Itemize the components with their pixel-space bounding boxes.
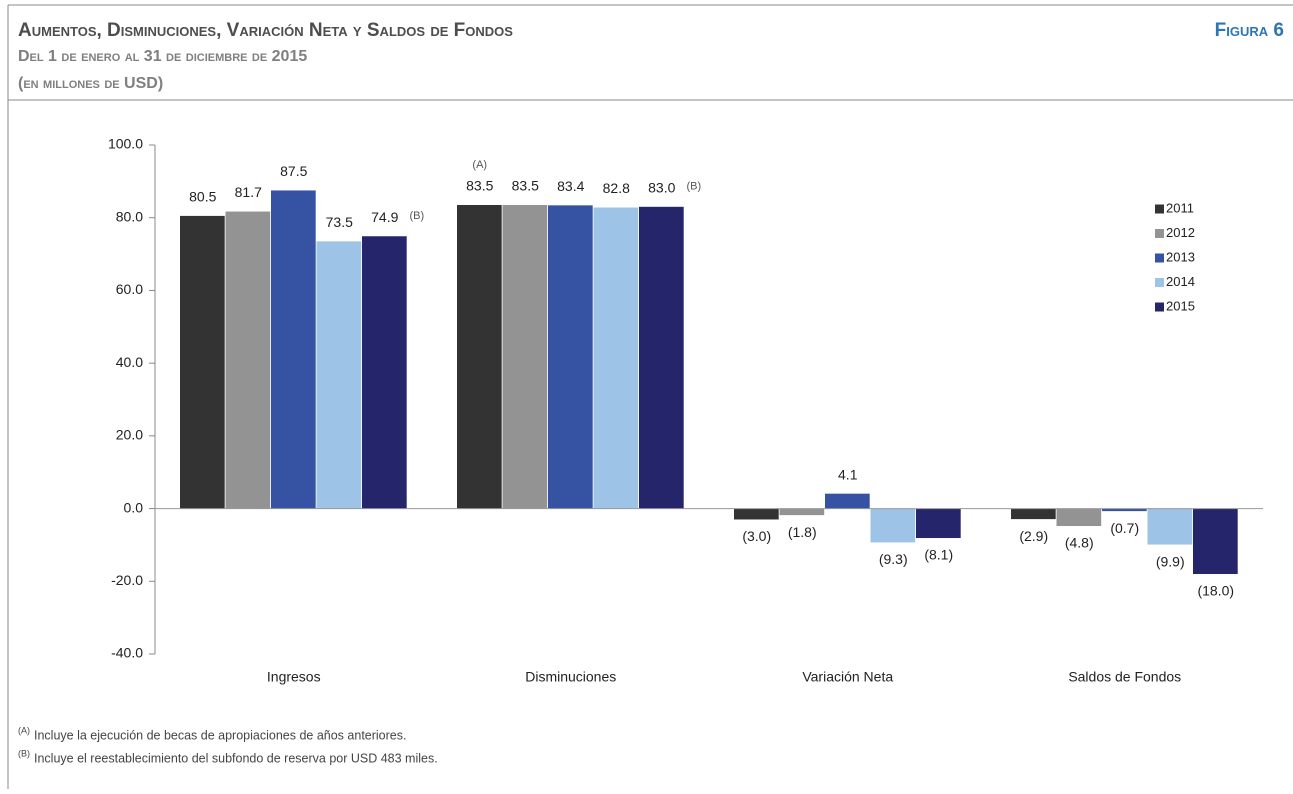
note-marker: (A) [18,725,30,735]
note-text: Incluye el reestablecimiento del subfond… [34,751,438,765]
x-tick-label: Ingresos [267,669,321,685]
x-tick-label: Disminuciones [525,669,616,685]
bar [548,205,593,509]
x-tick-label: Variación Neta [802,669,893,685]
x-tick-label: Saldos de Fondos [1068,669,1181,685]
legend-label: 2012 [1166,225,1195,240]
bar [734,508,779,520]
value-label: 83.5 [466,178,493,194]
legend-label: 2014 [1166,274,1195,289]
subtitle: Del 1 de enero al 31 de diciembre de 201… [18,48,307,65]
figure-label: Figura 6 [1215,20,1284,41]
value-label: (1.8) [788,524,817,540]
value-label: (18.0) [1197,583,1234,599]
bar [362,236,407,509]
y-tick-label: 80.0 [116,208,143,224]
value-label: (9.9) [1156,553,1185,569]
bar [271,190,316,509]
chart-title: Aumentos, Disminuciones, Variación Neta … [18,20,513,41]
bar [457,204,502,509]
value-label: 82.8 [603,180,630,196]
value-label: (2.9) [1019,528,1048,544]
value-label: (3.0) [742,528,771,544]
note-marker: (B) [18,748,30,758]
annotation: (B) [410,210,425,222]
value-label: (9.3) [879,551,908,567]
bar [225,211,271,509]
subtitle: (en millones de USD) [18,75,163,92]
bar [916,508,961,539]
legend-swatch [1155,278,1164,287]
legend-swatch [1155,204,1164,214]
bar [1147,508,1193,545]
y-tick-label: -40.0 [111,645,143,661]
y-tick-label: 40.0 [116,354,143,370]
bar [1102,508,1147,512]
value-label: 81.7 [235,184,262,200]
bar [1011,508,1056,520]
y-tick-label: -20.0 [111,572,143,588]
value-label: 73.5 [326,214,353,230]
bar [870,508,916,543]
value-label: (8.1) [924,547,953,563]
legend-swatch [1155,302,1164,312]
value-label: 74.9 [371,209,398,225]
bar [639,206,684,509]
legend-label: 2011 [1166,200,1194,215]
y-tick-label: 20.0 [116,427,143,443]
value-label: 83.0 [648,180,675,196]
legend-swatch [1155,253,1164,263]
bar [180,215,225,509]
annotation: (B) [687,181,702,193]
bar [825,493,870,509]
note-text: Incluye la ejecución de becas de apropia… [34,728,406,742]
bar [1193,508,1238,575]
annotation: (A) [472,159,487,171]
legend-label: 2013 [1166,249,1195,264]
value-label: 83.4 [557,178,584,194]
value-label: 83.5 [512,178,539,194]
value-label: 4.1 [838,466,858,482]
legend-label: 2015 [1166,298,1195,313]
y-tick-label: 100.0 [108,136,143,152]
value-label: (4.8) [1065,535,1094,551]
bar [779,508,825,516]
value-label: (0.7) [1110,520,1139,536]
value-label: 80.5 [189,189,216,205]
y-tick-label: 0.0 [124,499,144,515]
legend-swatch [1155,229,1164,238]
y-tick-label: 60.0 [116,281,143,297]
bar [1056,508,1102,527]
value-label: 87.5 [280,163,307,179]
bar [502,204,548,509]
bar [316,241,362,509]
bar [593,207,639,509]
